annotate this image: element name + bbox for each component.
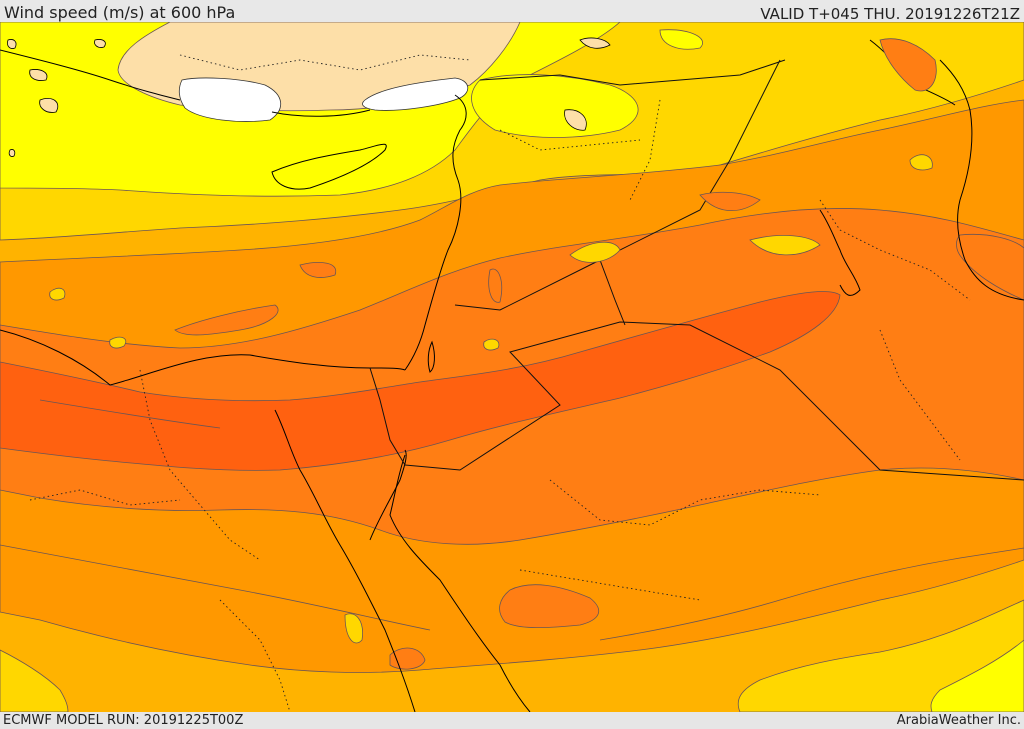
zone-very-strong-blob-3 (956, 233, 1024, 301)
map-title: Wind speed (m/s) at 600 hPa (4, 3, 236, 22)
zone-moderate-sw (0, 649, 69, 712)
zone-jet-core (0, 291, 841, 471)
wind-speed-map[interactable] (0, 22, 1024, 712)
internal-boundaries (29, 54, 971, 712)
footer-bar: ECMWF MODEL RUN: 20191225T00Z ArabiaWeat… (0, 712, 1024, 729)
zone-calm-2 (362, 77, 469, 111)
map-canvas (0, 22, 1024, 712)
political-borders (369, 59, 1024, 481)
zone-light-south (930, 639, 1024, 712)
valid-time: VALID T+045 THU. 20191226T21Z (760, 5, 1020, 23)
model-run-label: ECMWF MODEL RUN: 20191225T00Z (3, 713, 244, 728)
coastlines (0, 39, 1024, 712)
aegean-islands (7, 37, 611, 157)
zone-very-strong-blob-2 (389, 647, 426, 670)
header-bar: Wind speed (m/s) at 600 hPa VALID T+045 … (0, 0, 1024, 23)
zone-light-ne (471, 74, 639, 138)
credit-label: ArabiaWeather Inc. (896, 713, 1021, 728)
fresh-pockets (49, 154, 933, 644)
zone-light-ne-2 (659, 29, 703, 50)
contour-lines (0, 399, 1024, 641)
zone-very-strong-blob-1 (499, 584, 600, 629)
zone-calm-1 (178, 77, 282, 122)
very-strong-pockets (174, 38, 937, 336)
